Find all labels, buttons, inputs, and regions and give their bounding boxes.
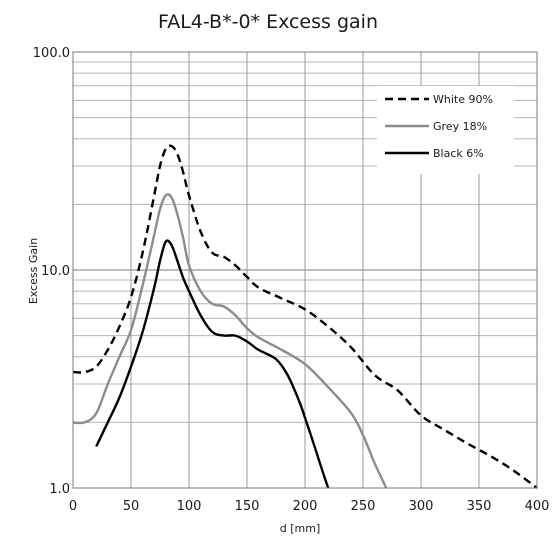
legend-label: White 90% bbox=[433, 93, 493, 106]
y-tick-label: 1.0 bbox=[49, 482, 70, 497]
legend-label: Black 6% bbox=[433, 147, 484, 160]
x-tick-label: 100 bbox=[177, 499, 202, 514]
x-tick-label: 300 bbox=[409, 499, 434, 514]
x-tick-label: 400 bbox=[525, 499, 550, 514]
legend: White 90% Grey 18% Black 6% bbox=[377, 86, 514, 174]
x-tick-label: 250 bbox=[351, 499, 376, 514]
axes: 1.0 10.0 100.0 0 50 100 150 200 250 300 350 400 bbox=[33, 46, 550, 514]
series-line-white-90 bbox=[72, 144, 538, 489]
x-tick-label: 50 bbox=[123, 499, 140, 514]
x-tick-label: 0 bbox=[69, 499, 77, 514]
series-line-grey-18 bbox=[72, 193, 388, 489]
series-lines bbox=[72, 144, 538, 489]
x-tick-label: 200 bbox=[293, 499, 318, 514]
y-axis-label: Excess Gain bbox=[27, 238, 40, 304]
x-tick-label: 150 bbox=[235, 499, 260, 514]
x-axis-label: d [mm] bbox=[280, 522, 321, 535]
legend-box bbox=[377, 86, 514, 174]
legend-label: Grey 18% bbox=[433, 120, 487, 133]
x-tick-label: 350 bbox=[467, 499, 492, 514]
plot-frame bbox=[72, 51, 538, 489]
series-line-black-6 bbox=[95, 239, 330, 489]
chart-title: FAL4-B*-0* Excess gain bbox=[158, 11, 378, 33]
y-tick-label: 10.0 bbox=[41, 264, 70, 279]
y-tick-label: 100.0 bbox=[33, 46, 70, 61]
